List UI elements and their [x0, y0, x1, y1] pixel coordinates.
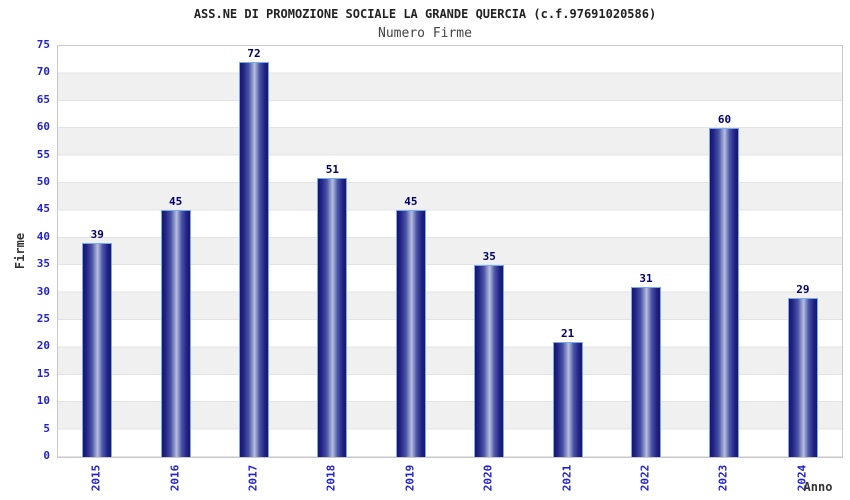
bar-2017 [239, 62, 270, 457]
y-tick-50: 50 [36, 175, 50, 188]
bar-slot-2022: 31 [607, 46, 685, 457]
y-tick-10: 10 [36, 394, 50, 408]
bar-value-label: 39 [90, 228, 104, 242]
x-tick-2017: 2017 [246, 464, 260, 492]
y-tick-20: 20 [36, 339, 50, 353]
bars-container: 39 45 72 51 45 35 21 31 60 29 [58, 46, 842, 457]
bar-slot-2024: 29 [764, 46, 842, 457]
y-tick-75: 75 [36, 38, 50, 51]
y-tick-55: 55 [36, 147, 50, 161]
y-tick-65: 65 [36, 92, 50, 106]
y-tick-70: 70 [36, 65, 50, 79]
bar-2019 [395, 210, 426, 457]
bar-2016 [160, 210, 191, 457]
bar-slot-2020: 35 [450, 46, 528, 457]
x-tick-2022: 2022 [638, 464, 652, 492]
bar-2022 [631, 287, 662, 457]
bar-2023 [709, 128, 740, 457]
y-tick-25: 25 [36, 312, 50, 325]
x-tick-2016: 2016 [168, 464, 182, 492]
chart-subtitle: Numero Firme [378, 26, 472, 41]
bar-slot-2018: 51 [293, 46, 371, 457]
bar-slot-2019: 45 [372, 46, 450, 457]
bar-2021 [552, 341, 583, 457]
y-tick-45: 45 [36, 202, 50, 216]
bar-2024 [787, 298, 818, 457]
bar-value-label: 45 [404, 195, 418, 209]
y-tick-60: 60 [36, 120, 50, 134]
chart-title: ASS.NE DI PROMOZIONE SOCIALE LA GRANDE Q… [193, 7, 657, 21]
x-tick-2018: 2018 [324, 464, 338, 492]
y-tick-15: 15 [36, 366, 50, 380]
x-tick-2015: 2015 [89, 464, 103, 492]
bar-value-label: 51 [325, 162, 340, 176]
bar-value-label: 35 [482, 250, 496, 264]
bar-slot-2015: 39 [58, 46, 136, 457]
bar-value-label: 31 [639, 272, 653, 286]
x-axis-title: Anno [803, 480, 833, 494]
y-tick-0: 0 [43, 449, 50, 462]
bar-value-label: 45 [168, 195, 183, 209]
bar-value-label: 29 [796, 283, 810, 297]
bar-value-label: 60 [717, 113, 732, 127]
x-tick-2020: 2020 [481, 464, 495, 492]
plot-area: 39 45 72 51 45 35 21 31 60 29 [57, 45, 843, 458]
bar-value-label: 72 [247, 47, 261, 61]
y-tick-35: 35 [36, 257, 50, 271]
x-tick-2019: 2019 [403, 464, 417, 492]
y-tick-40: 40 [36, 229, 50, 243]
bar-slot-2023: 60 [685, 46, 763, 457]
bar-slot-2017: 72 [215, 46, 293, 457]
bar-value-label: 21 [561, 326, 575, 340]
bar-slot-2016: 45 [136, 46, 214, 457]
y-tick-5: 5 [43, 421, 50, 435]
bar-slot-2021: 21 [528, 46, 606, 457]
bar-2018 [317, 177, 348, 457]
x-tick-2021: 2021 [560, 464, 574, 492]
x-tick-2023: 2023 [716, 464, 730, 492]
y-tick-30: 30 [36, 284, 50, 298]
bar-2015 [82, 243, 113, 457]
bar-2020 [474, 265, 505, 457]
